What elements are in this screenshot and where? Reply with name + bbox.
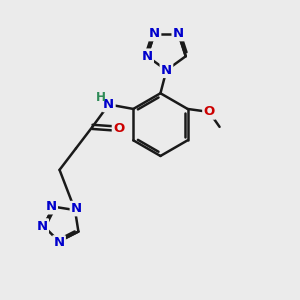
Text: H: H bbox=[95, 92, 106, 104]
Text: N: N bbox=[71, 202, 82, 215]
Text: O: O bbox=[203, 105, 215, 119]
Text: N: N bbox=[149, 27, 160, 40]
Text: N: N bbox=[142, 50, 153, 63]
Text: N: N bbox=[103, 98, 114, 111]
Text: N: N bbox=[46, 200, 57, 213]
Text: N: N bbox=[173, 27, 184, 40]
Text: O: O bbox=[113, 122, 124, 135]
Text: N: N bbox=[37, 220, 48, 232]
Text: N: N bbox=[53, 236, 64, 249]
Text: N: N bbox=[161, 64, 172, 77]
